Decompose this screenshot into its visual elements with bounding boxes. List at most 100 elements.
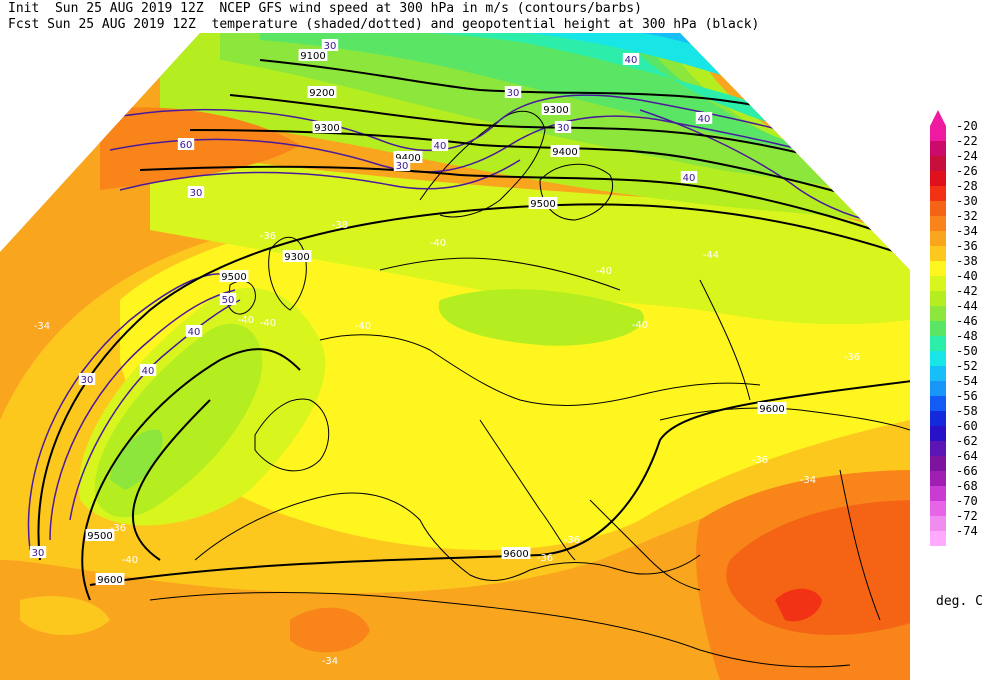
colorbar-label: -48: [956, 329, 978, 343]
colorbar-swatches: [930, 126, 946, 546]
temp-field-28-southeast: [775, 588, 822, 622]
colorbar-swatch: [930, 366, 946, 381]
temp-field-32-south: [290, 607, 370, 653]
height-label: 9400: [395, 153, 420, 164]
colorbar-label: -60: [956, 419, 978, 433]
border-east-europe: [699, 279, 751, 401]
height-label: 9400: [552, 147, 577, 158]
colorbar-label: -54: [956, 374, 978, 388]
temp-label: -36: [260, 231, 276, 242]
colorbar-label: -52: [956, 359, 978, 373]
speed-label-bg: [431, 139, 449, 151]
height-label-bg: [501, 547, 531, 559]
colorbar-swatch: [930, 351, 946, 366]
colorbar-swatch: [930, 201, 946, 216]
colorbar-label: -70: [956, 494, 978, 508]
temp-label: -40: [122, 555, 138, 566]
temp-label: -34: [800, 475, 816, 486]
wind-speed-contours: [27, 94, 891, 551]
colorbar-swatch: [930, 321, 946, 336]
height-label: 9500: [221, 272, 246, 283]
height-contour-9600: [89, 379, 910, 586]
temp-field-30-southeast: [726, 500, 910, 635]
speed-label: 30: [190, 188, 203, 199]
colorbar-swatch: [930, 291, 946, 306]
speed-label: 60: [180, 140, 193, 151]
colorbar-label: -20: [956, 119, 978, 133]
height-labels: 9100 9200 9300 9300 9400 9400 9500 9300 9500 9500…: [85, 49, 787, 586]
temp-label: -40: [632, 320, 648, 331]
speed-label-bg: [29, 546, 47, 558]
speed-label: 30: [32, 548, 45, 559]
speed-label-bg: [680, 171, 698, 183]
height-label: 9100: [300, 51, 325, 62]
colorbar-swatch: [930, 441, 946, 456]
colorbar-swatch: [930, 411, 946, 426]
speed-label: 40: [698, 114, 711, 125]
colorbar-label: -64: [956, 449, 978, 463]
speed-label: 30: [324, 41, 337, 52]
border-north-europe: [379, 257, 621, 291]
colorbar-label: -40: [956, 269, 978, 283]
colorbar-swatch: [930, 456, 946, 471]
temp-label: -36: [537, 553, 553, 564]
height-label: 9500: [87, 531, 112, 542]
height-label-bg: [298, 49, 328, 61]
colorbar-swatch: [930, 186, 946, 201]
chart-header-fcst: Fcst Sun 25 AUG 2019 12Z temperature (sh…: [8, 17, 760, 32]
temp-label: -34: [34, 321, 50, 332]
border-central-europe: [319, 334, 761, 406]
colorbar-label: -24: [956, 149, 978, 163]
speed-label-bg: [695, 112, 713, 124]
colorbar-label: -62: [956, 434, 978, 448]
colorbar-label: -26: [956, 164, 978, 178]
colorbar-label: -46: [956, 314, 978, 328]
temp-label: -36: [110, 523, 126, 534]
speed-label: 30: [81, 375, 94, 386]
height-label-bg: [312, 121, 342, 133]
speed-label: 50: [222, 295, 235, 306]
colorbar-swatch: [930, 141, 946, 156]
colorbar-swatch: [930, 336, 946, 351]
height-label: 9600: [759, 404, 784, 415]
temp-label: -40: [430, 238, 446, 249]
speed-label: 40: [625, 55, 638, 66]
speed-label-bg: [78, 373, 96, 385]
speed-label-bg: [504, 86, 522, 98]
colorbar-unit: deg. C: [936, 594, 983, 609]
height-label-bg: [541, 103, 571, 115]
temp-field-42-central: [438, 289, 644, 346]
colorbar-label: -72: [956, 509, 978, 523]
coastline-italy: [479, 419, 576, 561]
speed-label-bg: [554, 121, 572, 133]
temp-label: -38: [332, 220, 348, 231]
colorbar-label: -50: [956, 344, 978, 358]
colorbar-swatch: [930, 501, 946, 516]
temp-field-36-southwest: [20, 596, 110, 635]
temp-label: -36: [564, 535, 580, 546]
height-label-bg: [219, 270, 249, 282]
height-label-bg: [95, 573, 125, 585]
colorbar-label: -44: [956, 299, 978, 313]
speed-label: 40: [434, 141, 447, 152]
speed-label: 40: [683, 173, 696, 184]
jet-contour-40-north: [109, 115, 881, 173]
jet-contour-30-inner: [119, 159, 521, 191]
temp-label: -36: [844, 352, 860, 363]
colorbar-swatch: [930, 426, 946, 441]
height-contour-9500: [37, 203, 910, 561]
temp-field-44-west: [110, 429, 163, 490]
speed-label-bg: [185, 325, 203, 337]
temp-label: -40: [596, 266, 612, 277]
coastline-britain: [268, 237, 307, 311]
colorbar-label: -74: [956, 524, 978, 538]
colorbar-label: -22: [956, 134, 978, 148]
colorbar-label: -68: [956, 479, 978, 493]
colorbar-swatch: [930, 126, 946, 141]
height-label: 9600: [97, 575, 122, 586]
colorbar-swatch: [930, 171, 946, 186]
speed-label-bg: [139, 364, 157, 376]
jet-contour-40-east: [639, 109, 891, 226]
speed-label: 40: [188, 327, 201, 338]
jet-contour-30-north: [99, 94, 851, 152]
